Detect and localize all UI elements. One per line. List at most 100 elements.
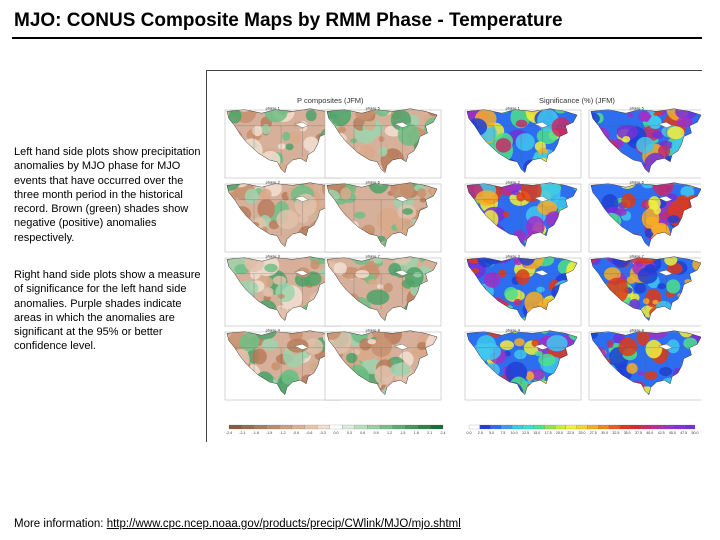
great-lakes [394,344,409,350]
phase-label: phase 4 [266,328,281,333]
colorbar-swatch [651,424,663,430]
colorbar-tick-label: 7.5 [500,431,505,435]
state-borders [234,347,326,384]
colorbar-tick-label: 20.0 [556,431,563,435]
significance-map-panel: phase 3 [464,254,582,327]
colorbar-tick-label: 0.0 [467,431,472,435]
coastline [590,108,701,174]
state-borders [334,199,426,236]
phase-label: phase 6 [630,180,645,185]
state-borders [234,273,326,310]
colorbar-swatch [342,424,355,430]
great-lakes [658,196,673,202]
state-borders [334,125,426,162]
colorbar-tick-label: 1.5 [400,431,405,435]
colorbar-swatch [522,424,534,430]
colorbar-swatch [511,424,523,430]
panel-frame [324,331,442,401]
colorbar-swatch [468,424,480,430]
colorbar-tick-label: 45.0 [669,431,676,435]
phase-label: phase 2 [266,180,281,185]
phase-label: phase 7 [630,254,645,259]
colorbar-swatch [430,424,444,430]
colorbar-tick-label: -0.3 [320,431,326,435]
anomaly-map-panel: phase 5 [324,106,442,179]
colorbar-tick-label: 35.0 [624,431,631,435]
colorbar-tick-label: 30.0 [601,431,608,435]
coastline [466,330,578,396]
mjo-info-link[interactable]: http://www.cpc.ncep.noaa.gov/products/pr… [106,518,461,530]
colorbar-swatch [608,424,620,430]
anomaly-map-panel: phase 3 [224,254,342,327]
colorbar-tick-label: -1.8 [253,431,259,435]
colorbar-swatch [291,424,305,430]
colorbar-swatch [587,424,599,430]
panel-frame [324,183,442,253]
coastline [326,330,438,396]
phase-label: phase 6 [366,180,381,185]
panel-frame [464,331,582,401]
colorbar-swatch [684,424,696,430]
colorbar-tick-label: 37.5 [635,431,642,435]
colorbar-swatch [417,424,431,430]
colorbar-tick-label: -1.5 [266,431,272,435]
colorbar-swatch [266,424,280,430]
state-borders [598,199,690,236]
phase-label: phase 8 [366,328,381,333]
colorbar-tick-label: 1.2 [387,431,392,435]
phase-label: phase 1 [506,106,521,111]
significance-map-panel: phase 7 [588,254,701,327]
composite-maps-figure: P composites (JFM) Significance (%) (JFM… [206,70,702,442]
colorbar-swatch [576,424,588,430]
state-borders [474,125,566,162]
colorbar-tick-label: 15.0 [533,431,540,435]
colorbar-tick-label: 1.8 [414,431,419,435]
state-borders [474,199,566,236]
panel-frame [588,109,701,179]
colorbar-swatch [317,424,330,430]
colorbar-tick-label: -2.4 [226,431,232,435]
great-lakes [294,122,309,128]
left-figure-header: P composites (JFM) [297,96,364,105]
significance-map-panel: phase 2 [464,180,582,253]
phase-label: phase 8 [630,328,645,333]
great-lakes [658,122,673,128]
description-left-plots: Left hand side plots show precipitation … [14,146,201,244]
colorbar-swatch [329,424,343,430]
coastline [326,182,438,248]
anomaly-map-panel: phase 6 [324,180,442,253]
colorbar-swatch [479,424,491,430]
colorbar-tick-label: 5.0 [489,431,494,435]
state-borders [598,347,690,384]
significance-map-panel: phase 8 [588,328,701,401]
coastline [466,182,578,248]
colorbar-tick-label: 2.4 [441,431,446,435]
state-borders [334,347,426,384]
coastline [226,182,338,248]
colorbar-tick-label: 0.6 [360,431,365,435]
significance-map-panel: phase 1 [464,106,582,179]
slide-title: MJO: CONUS Composite Maps by RMM Phase -… [14,10,563,31]
state-borders [234,199,326,236]
great-lakes [294,196,309,202]
state-borders [474,273,566,310]
colorbar-tick-label: 2.1 [427,431,432,435]
great-lakes [658,270,673,276]
great-lakes [534,344,549,350]
colorbar-tick-label: 17.5 [545,431,552,435]
colorbar-tick-label: 50.0 [692,431,699,435]
phase-label: phase 4 [506,328,521,333]
colorbar-swatch [641,424,653,430]
colorbar-swatch [241,424,255,430]
colorbar-swatch [662,424,674,430]
panel-frame [464,257,582,327]
panel-frame [324,109,442,179]
colorbar-tick-label: 32.5 [612,431,619,435]
colorbar-swatch [533,424,545,430]
footer-prefix: More information: [14,518,107,530]
panel-frame [324,257,442,327]
colorbar-swatch [501,424,513,430]
more-information: More information: http://www.cpc.ncep.no… [14,518,461,530]
significance-map-panel: phase 4 [464,328,582,401]
state-borders [598,273,690,310]
